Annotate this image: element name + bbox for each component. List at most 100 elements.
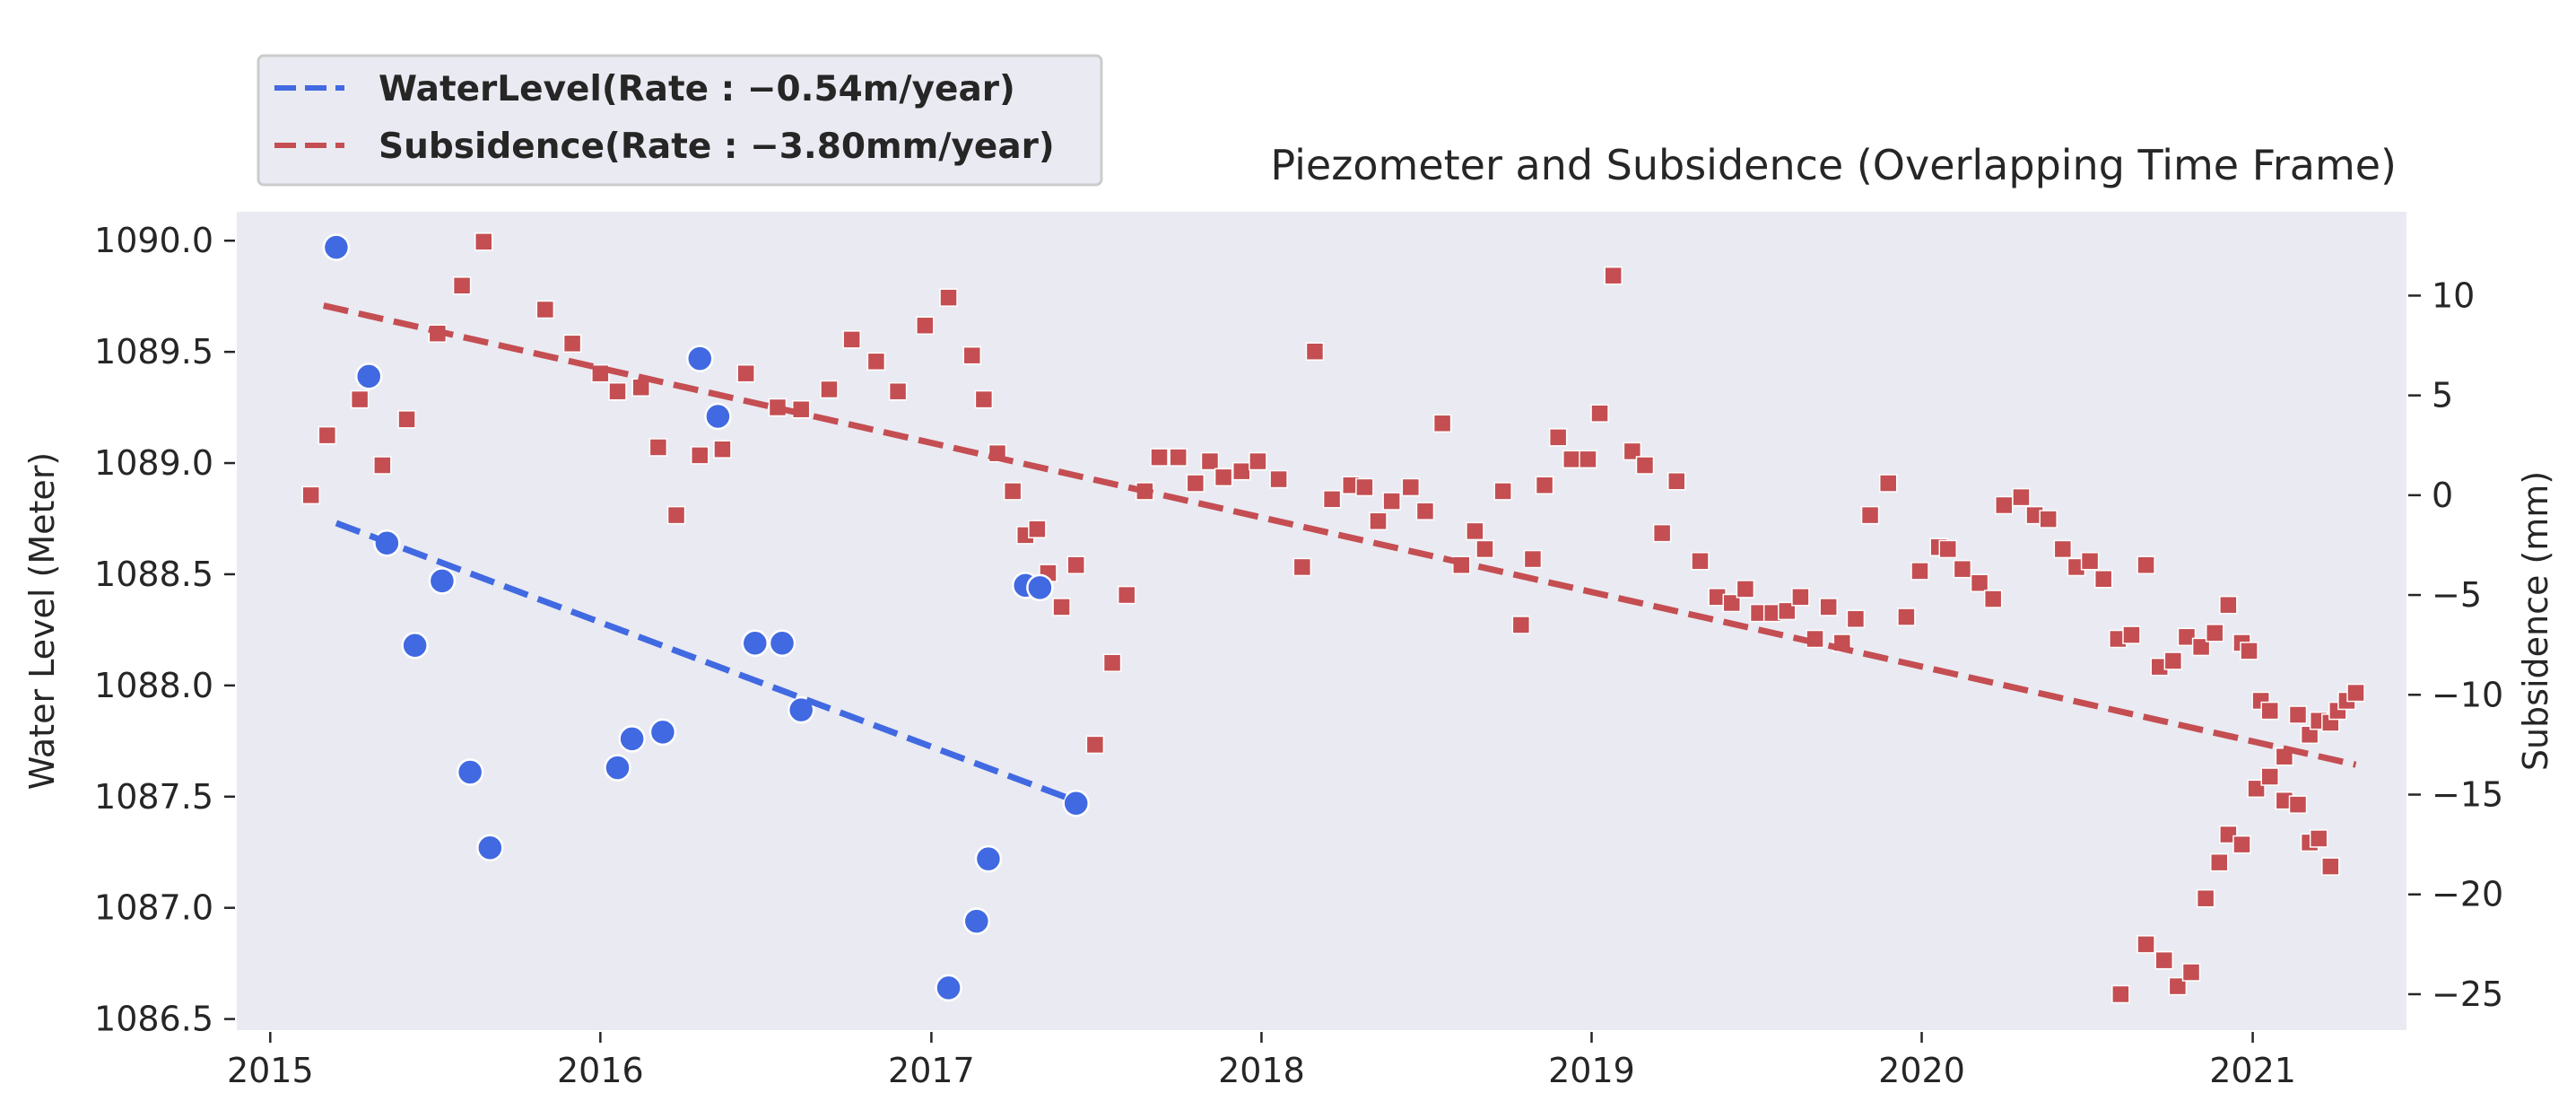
- left-tick-label: 1087.0: [94, 888, 213, 928]
- left-tick-label: 1089.0: [94, 443, 213, 483]
- subsidence-point: [1150, 448, 1169, 467]
- subsidence-point: [1983, 590, 2003, 608]
- subsidence-point: [1355, 477, 1374, 497]
- left-tick-label: 1088.0: [94, 666, 213, 705]
- subsidence-point: [1322, 490, 1342, 509]
- subsidence-point: [1970, 573, 1989, 592]
- subsidence-point: [2346, 683, 2365, 703]
- subsidence-point: [2177, 627, 2197, 647]
- subsidence-point: [1003, 482, 1023, 501]
- subsidence-point: [2111, 984, 2130, 1004]
- right-axis-ticks: −25 −20 −15 −10 −5 0 5 10: [2408, 275, 2503, 1014]
- waterlevel-point: [322, 233, 351, 261]
- subsidence-point: [2247, 779, 2266, 799]
- subsidence-point: [1938, 539, 1958, 559]
- right-tick-label: −5: [2432, 575, 2482, 615]
- subsidence-point: [350, 389, 370, 409]
- right-tick-label: 5: [2432, 376, 2453, 415]
- subsidence-point: [2053, 539, 2073, 559]
- right-tick-label: 0: [2432, 476, 2453, 515]
- subsidence-point: [1269, 469, 1288, 489]
- subsidence-point: [1722, 593, 1742, 613]
- subsidence-point: [1846, 609, 1866, 629]
- subsidence-point: [1249, 451, 1267, 471]
- subsidence-point: [1305, 342, 1325, 361]
- x-tick-label: 2019: [1548, 1051, 1635, 1090]
- waterlevel-trend-line: [335, 520, 1077, 805]
- right-tick-label: −15: [2432, 775, 2503, 815]
- subsidence-trend-line: [323, 302, 2357, 768]
- x-tick-label: 2016: [557, 1051, 644, 1090]
- subsidence-point: [2191, 637, 2211, 657]
- subsidence-point: [2210, 852, 2229, 872]
- x-tick-label: 2017: [888, 1051, 975, 1090]
- subsidence-point: [535, 300, 555, 319]
- waterlevel-point: [428, 567, 457, 595]
- legend-label-subsidence: Subsidence(Rate : −3.80mm/year): [379, 127, 1055, 167]
- subsidence-point: [1511, 616, 1531, 634]
- subsidence-point: [1635, 456, 1655, 475]
- subsidence-point: [608, 381, 627, 401]
- waterlevel-point: [974, 844, 1003, 873]
- subsidence-point: [1028, 520, 1047, 538]
- x-tick-label: 2018: [1218, 1051, 1305, 1090]
- subsidence-point: [1953, 559, 1972, 579]
- right-tick-label: −10: [2432, 675, 2503, 714]
- subsidence-point: [2288, 795, 2308, 814]
- subsidence-point: [866, 352, 886, 371]
- subsidence-point: [1169, 448, 1188, 467]
- subsidence-point: [318, 425, 337, 445]
- left-axis-ticks: 1086.5 1087.0 1087.5 1088.0 1088.5 1089.0 1089…: [94, 221, 235, 1039]
- subsidence-point: [939, 288, 958, 307]
- left-tick-label: 1087.5: [94, 777, 213, 817]
- subsidence-point: [2137, 935, 2155, 954]
- waterlevel-point: [401, 632, 429, 660]
- subsidence-point: [1535, 476, 1554, 494]
- subsidence-point: [736, 363, 755, 383]
- subsidence-point: [1590, 404, 1609, 423]
- waterlevel-point: [604, 754, 631, 782]
- subsidence-point: [1604, 266, 1623, 285]
- waterlevel-point: [787, 695, 815, 724]
- y-axis-title-left: Water Level (Meter): [22, 452, 62, 791]
- subsidence-point: [1186, 474, 1205, 493]
- waterlevel-point: [686, 345, 714, 372]
- subsidence-point: [1102, 653, 1122, 672]
- subsidence-point: [1860, 505, 1880, 525]
- subsidence-point: [1562, 450, 1581, 469]
- subsidence-point: [820, 380, 839, 399]
- subsidence-point: [2012, 487, 2031, 507]
- right-tick-label: 10: [2432, 275, 2475, 315]
- subsidence-point: [2181, 963, 2201, 982]
- x-axis-ticks: 2015 2016 2017 2018 2019 2020 2021: [227, 1032, 2296, 1090]
- subsidence-point: [1548, 428, 1568, 447]
- subsidence-point: [301, 485, 320, 505]
- subsidence-point: [648, 438, 668, 457]
- subsidence-point: [1214, 468, 1233, 487]
- subsidence-point: [2039, 510, 2058, 529]
- x-tick-label: 2015: [227, 1051, 314, 1090]
- subsidence-point: [1466, 521, 1484, 541]
- subsidence-point: [2137, 555, 2155, 574]
- subsidence-point: [1200, 451, 1220, 471]
- subsidence-point: [2080, 552, 2100, 571]
- subsidence-point: [1897, 607, 1916, 626]
- subsidence-point: [1401, 477, 1421, 497]
- waterlevel-point: [962, 907, 991, 935]
- subsidence-point: [1691, 552, 1710, 571]
- left-tick-label: 1090.0: [94, 221, 213, 260]
- subsidence-point: [1475, 539, 1494, 559]
- subsidence-point: [974, 389, 994, 409]
- subsidence-point: [2321, 857, 2340, 876]
- subsidence-point: [1910, 562, 1929, 581]
- subsidence-point: [2219, 595, 2238, 615]
- subsidence-point: [2232, 835, 2251, 854]
- subsidence-point: [1667, 472, 1686, 491]
- subsidence-point: [474, 232, 493, 251]
- subsidence-point: [713, 440, 732, 459]
- right-tick-label: −25: [2432, 975, 2503, 1014]
- legend-box: [257, 54, 1103, 187]
- waterlevel-point: [741, 629, 770, 658]
- subsidence-point: [1995, 495, 2014, 515]
- legend-label-waterlevel: WaterLevel(Rate : −0.54m/year): [379, 69, 1015, 109]
